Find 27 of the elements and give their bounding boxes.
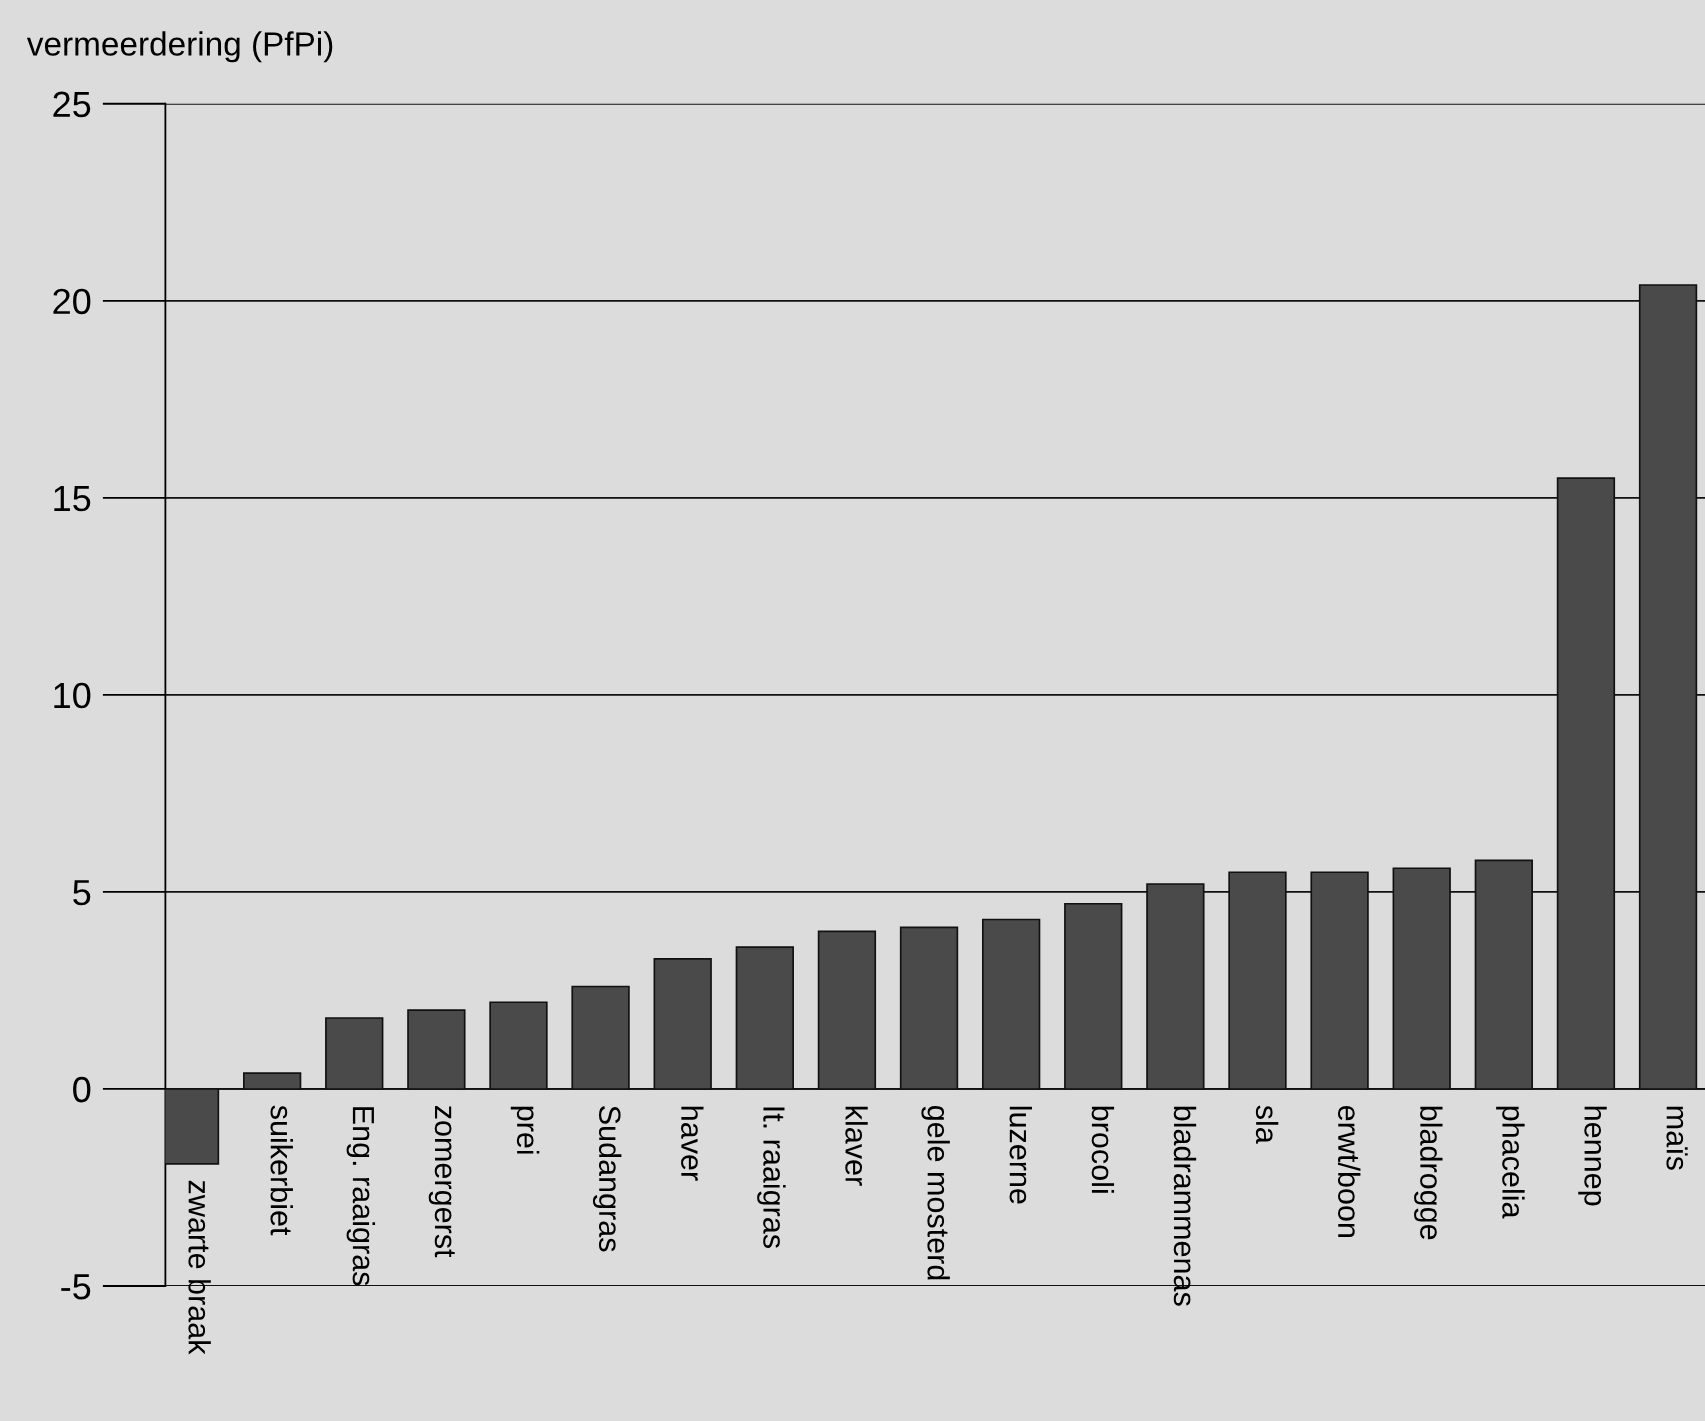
x-tick-label: Eng. raaigras bbox=[346, 1107, 376, 1286]
x-tick-label: luzerne bbox=[1009, 1106, 1032, 1204]
x-tick-label: bladrogge bbox=[1414, 1106, 1443, 1240]
x-tick-label: erwt/boon bbox=[1337, 1106, 1361, 1237]
x-tick-label: gele mosterd bbox=[921, 1106, 950, 1280]
x-tick-label: bladrammenas bbox=[1173, 1106, 1197, 1306]
x-tick-label: brocoli bbox=[1091, 1106, 1115, 1193]
y-axis-title: vermeerdering (PfPi) bbox=[26, 31, 333, 63]
x-tick-label: hennep bbox=[1578, 1106, 1607, 1206]
y-tick-label: -5 bbox=[61, 1274, 91, 1300]
y-tick-label: 10 bbox=[54, 682, 91, 709]
x-tick-label: prei bbox=[510, 1106, 540, 1154]
x-tick-label: sla bbox=[1255, 1105, 1279, 1144]
y-tick-label: 0 bbox=[73, 1076, 91, 1103]
x-tick-label: It. raaigras bbox=[757, 1107, 786, 1248]
x-tick-label: phacelia bbox=[1496, 1106, 1525, 1219]
y-tick-label: 15 bbox=[54, 486, 91, 512]
x-tick-label: haver bbox=[681, 1106, 704, 1181]
x-tick-label: zomergerst bbox=[428, 1105, 455, 1258]
x-tick-label: suikerbiet bbox=[270, 1105, 293, 1236]
x-tick-label: klaver bbox=[845, 1106, 868, 1186]
x-tick-label: maïs bbox=[1666, 1106, 1688, 1170]
x-tick-label: Sudangras bbox=[592, 1106, 622, 1252]
y-tick-label: 5 bbox=[73, 880, 91, 906]
y-tick-label: 25 bbox=[53, 91, 91, 118]
x-tick-label: zwarte braak bbox=[188, 1180, 211, 1355]
y-tick-label: 20 bbox=[53, 288, 91, 315]
